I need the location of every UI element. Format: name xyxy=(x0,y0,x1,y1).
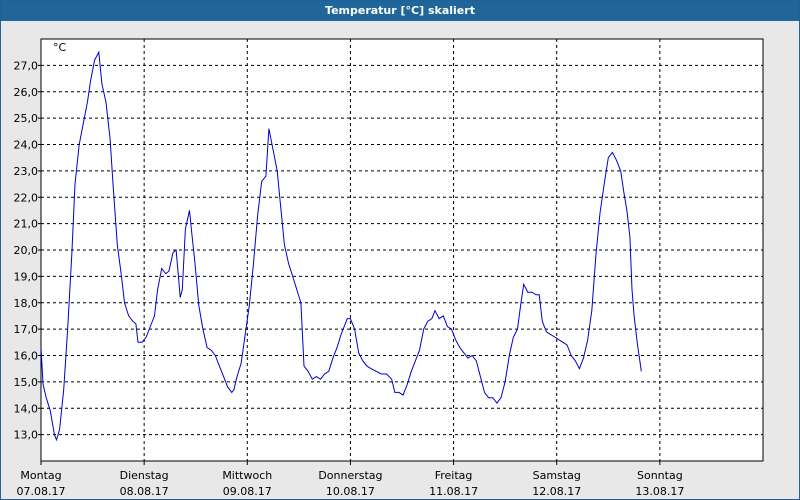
y-tick-label: 16,0 xyxy=(14,350,39,363)
x-tick-day-label: Samstag xyxy=(533,469,581,482)
y-axis: 13,0 14,0 15,0 16,0 17,0 18,0 19,0 20,0 21,0 22,0… xyxy=(14,59,41,442)
y-tick-label: 17,0 xyxy=(14,323,39,336)
y-tick-label: 18,0 xyxy=(14,297,39,310)
y-axis-label: °C xyxy=(53,41,67,54)
y-tick-label: 20,0 xyxy=(14,244,39,257)
y-tick-label: 15,0 xyxy=(14,376,39,389)
x-tick-date-label: 07.08.17 xyxy=(17,485,66,498)
x-tick-day-label: Mittwoch xyxy=(222,469,272,482)
series-group xyxy=(40,50,642,442)
y-tick-label: 19,0 xyxy=(14,270,39,283)
x-tick-day-label: Montag xyxy=(20,469,61,482)
y-tick-label: 13,0 xyxy=(14,429,39,442)
y-tick-label: 14,0 xyxy=(14,402,39,415)
window-title: Temperatur [°C] skaliert xyxy=(1,1,799,21)
grid-lines xyxy=(41,39,764,461)
x-tick-date-label: 08.08.17 xyxy=(120,485,169,498)
y-tick-label: 26,0 xyxy=(14,86,39,99)
y-tick-label: 25,0 xyxy=(14,112,39,125)
x-tick-date-label: 12.08.17 xyxy=(532,485,581,498)
x-tick-day-label: Donnerstag xyxy=(318,469,382,482)
temperature-line xyxy=(40,50,642,442)
y-tick-label: 23,0 xyxy=(14,165,39,178)
y-tick-label: 27,0 xyxy=(14,59,39,72)
x-tick-date-label: 10.08.17 xyxy=(326,485,375,498)
x-tick-day-label: Sonntag xyxy=(637,469,683,482)
x-tick-date-label: 11.08.17 xyxy=(429,485,478,498)
x-tick-date-label: 09.08.17 xyxy=(223,485,272,498)
y-tick-label: 22,0 xyxy=(14,191,39,204)
x-tick-day-label: Freitag xyxy=(435,469,473,482)
y-tick-label: 21,0 xyxy=(14,218,39,231)
y-tick-label: 24,0 xyxy=(14,139,39,152)
x-tick-day-label: Dienstag xyxy=(120,469,169,482)
x-tick-date-label: 13.08.17 xyxy=(635,485,684,498)
x-axis: Montag 07.08.17 Dienstag 08.08.17 Mittwoch 09… xyxy=(17,461,684,498)
